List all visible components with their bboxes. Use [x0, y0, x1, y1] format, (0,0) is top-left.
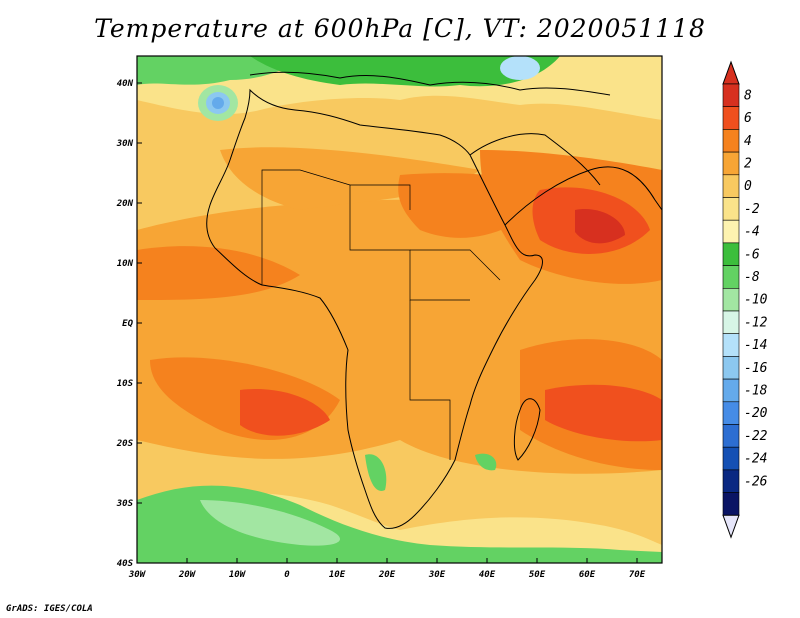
lon-tick-label: 50E	[529, 570, 546, 580]
colorbar-label: 0	[744, 179, 752, 194]
colorbar-swatch	[722, 469, 740, 493]
temperature-field	[137, 56, 662, 563]
colorbar-label: 6	[744, 111, 752, 126]
madagascar-coastline	[513, 398, 541, 461]
colorbar-swatch	[722, 265, 740, 289]
lon-tick-label: 70E	[629, 570, 646, 580]
field-zone-m8c-madagascar-channel	[475, 453, 497, 471]
colorbar-swatch	[722, 424, 740, 448]
lon-tick-label: 30E	[428, 570, 446, 580]
colorbar-label: -10	[744, 293, 768, 308]
colorbar-label: -8	[744, 270, 760, 285]
colorbar-swatch	[722, 446, 740, 471]
field-zone-m8c-kalahari	[365, 454, 387, 491]
field-zone-m6c-europe	[250, 56, 560, 87]
arabia-coastline	[504, 166, 662, 226]
colorbar-label: -16	[744, 361, 768, 376]
colorbar-label: 2	[744, 156, 752, 171]
lon-tick-label: 10E	[329, 570, 346, 580]
colorbar-swatch	[722, 287, 740, 312]
colorbar-label: -20	[744, 406, 768, 421]
lon-tick-label: 20W	[178, 570, 197, 580]
colorbar-label: -14	[744, 338, 767, 353]
colorbar-swatch	[722, 492, 740, 516]
colorbar-label: -22	[744, 429, 768, 444]
lon-tick-label: 30W	[128, 570, 147, 580]
field-zone-4c-west	[137, 246, 300, 300]
lat-tick-label: EQ	[122, 319, 133, 329]
border-east	[410, 249, 501, 281]
field-zone-m12c-black-sea	[500, 56, 540, 80]
lon-tick-label: 10W	[229, 570, 247, 580]
lat-tick-label: 20N	[116, 199, 134, 209]
colorbar-bottom-cap	[722, 514, 740, 539]
colorbar-swatch	[722, 310, 740, 335]
map-title: Temperature at 600hPa [C], VT: 202005111…	[94, 14, 706, 43]
colorbar-swatch	[722, 151, 740, 176]
colorbar-swatch	[722, 401, 740, 425]
colorbar-label: 4	[744, 134, 752, 149]
colorbar-swatch	[722, 129, 740, 153]
lat-tick-label: 40S	[117, 559, 134, 569]
colorbar-swatch	[722, 106, 740, 130]
colorbar-swatch	[722, 242, 740, 266]
colorbar-label: -4	[744, 225, 760, 240]
africa-coastline	[206, 88, 543, 529]
colorbar-swatch	[722, 197, 740, 221]
field-zone-6c-indian	[545, 384, 662, 442]
colorbar-label: -2	[744, 202, 760, 217]
colorbar-label: -6	[744, 247, 760, 262]
lat-tick-label: 10N	[117, 259, 134, 269]
border-west	[261, 169, 411, 285]
coastlines	[206, 71, 662, 529]
field-zone-m8c-south	[137, 485, 662, 563]
lat-tick-label: 10S	[117, 379, 134, 389]
lon-tick-label: 60E	[579, 570, 596, 580]
colorbar-label: -18	[744, 383, 768, 398]
colorbar-top-cap	[722, 60, 740, 85]
border-south	[409, 300, 451, 460]
europe-coastline	[249, 71, 611, 96]
colorbar-label: -12	[744, 315, 768, 330]
lon-tick-label: 20E	[378, 570, 396, 580]
longitude-axis: 30W 20W 10W 0 10E 20E 30E 40E 50E 60E 70E	[128, 558, 646, 580]
lat-tick-label: 30S	[116, 499, 134, 509]
colorbar-label: 8	[744, 88, 752, 103]
colorbar-label: -26	[744, 474, 768, 489]
colorbar-swatch	[722, 83, 740, 108]
colorbar-swatch	[722, 174, 740, 198]
lat-tick-label: 40N	[117, 79, 134, 89]
colorbar-swatch	[722, 378, 740, 403]
latitude-axis: 40N 30N 20N 10N EQ 10S 20S 30S 40S	[116, 79, 142, 569]
lon-tick-label: 40E	[479, 570, 496, 580]
colorbar-label: -24	[744, 452, 767, 467]
field-zone-m10c-south	[200, 500, 340, 546]
lon-tick-label: 0	[284, 570, 290, 580]
field-zone-m8c-atlantic	[137, 56, 300, 85]
plot-frame	[136, 55, 663, 564]
field-zone-6c-atlantic	[240, 389, 330, 436]
colorbar: 8 6 4 2 0 -2 -4 -6 -8 -10 -12 -14 -16 -18 -20 -22 -24 -26	[722, 60, 768, 539]
field-zone-m16c-cutoff	[212, 97, 224, 109]
colorbar-swatch	[722, 333, 740, 357]
lat-tick-label: 30N	[116, 139, 134, 149]
lat-tick-label: 20S	[116, 439, 134, 449]
colorbar-swatch	[722, 219, 740, 244]
field-zone-8c-arabia	[575, 209, 625, 244]
red-sea-arabia	[469, 133, 601, 186]
colorbar-swatch	[722, 356, 740, 380]
grads-credit: GrADS: IGES/COLA	[6, 604, 93, 614]
